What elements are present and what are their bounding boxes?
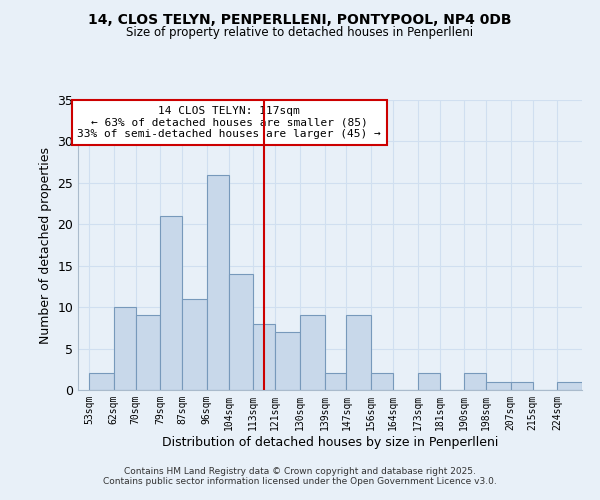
Text: 14 CLOS TELYN: 117sqm
← 63% of detached houses are smaller (85)
33% of semi-deta: 14 CLOS TELYN: 117sqm ← 63% of detached … [77, 106, 381, 139]
Bar [325, 374, 346, 390]
Bar [275, 332, 300, 390]
Y-axis label: Number of detached properties: Number of detached properties [39, 146, 52, 344]
Text: Contains public sector information licensed under the Open Government Licence v3: Contains public sector information licen… [103, 477, 497, 486]
Text: Size of property relative to detached houses in Penperlleni: Size of property relative to detached ho… [127, 26, 473, 39]
Bar [253, 324, 275, 390]
Bar [160, 216, 182, 390]
Bar [418, 374, 440, 390]
Bar [89, 374, 113, 390]
Bar [136, 316, 160, 390]
Bar [182, 299, 207, 390]
Bar [486, 382, 511, 390]
Bar [207, 174, 229, 390]
Bar [229, 274, 253, 390]
Bar [464, 374, 486, 390]
Bar [113, 307, 136, 390]
Text: 14, CLOS TELYN, PENPERLLENI, PONTYPOOL, NP4 0DB: 14, CLOS TELYN, PENPERLLENI, PONTYPOOL, … [88, 12, 512, 26]
Bar [300, 316, 325, 390]
Text: Contains HM Land Registry data © Crown copyright and database right 2025.: Contains HM Land Registry data © Crown c… [124, 467, 476, 476]
Bar [557, 382, 582, 390]
Bar [371, 374, 393, 390]
Bar [511, 382, 533, 390]
Bar [346, 316, 371, 390]
X-axis label: Distribution of detached houses by size in Penperlleni: Distribution of detached houses by size … [162, 436, 498, 448]
